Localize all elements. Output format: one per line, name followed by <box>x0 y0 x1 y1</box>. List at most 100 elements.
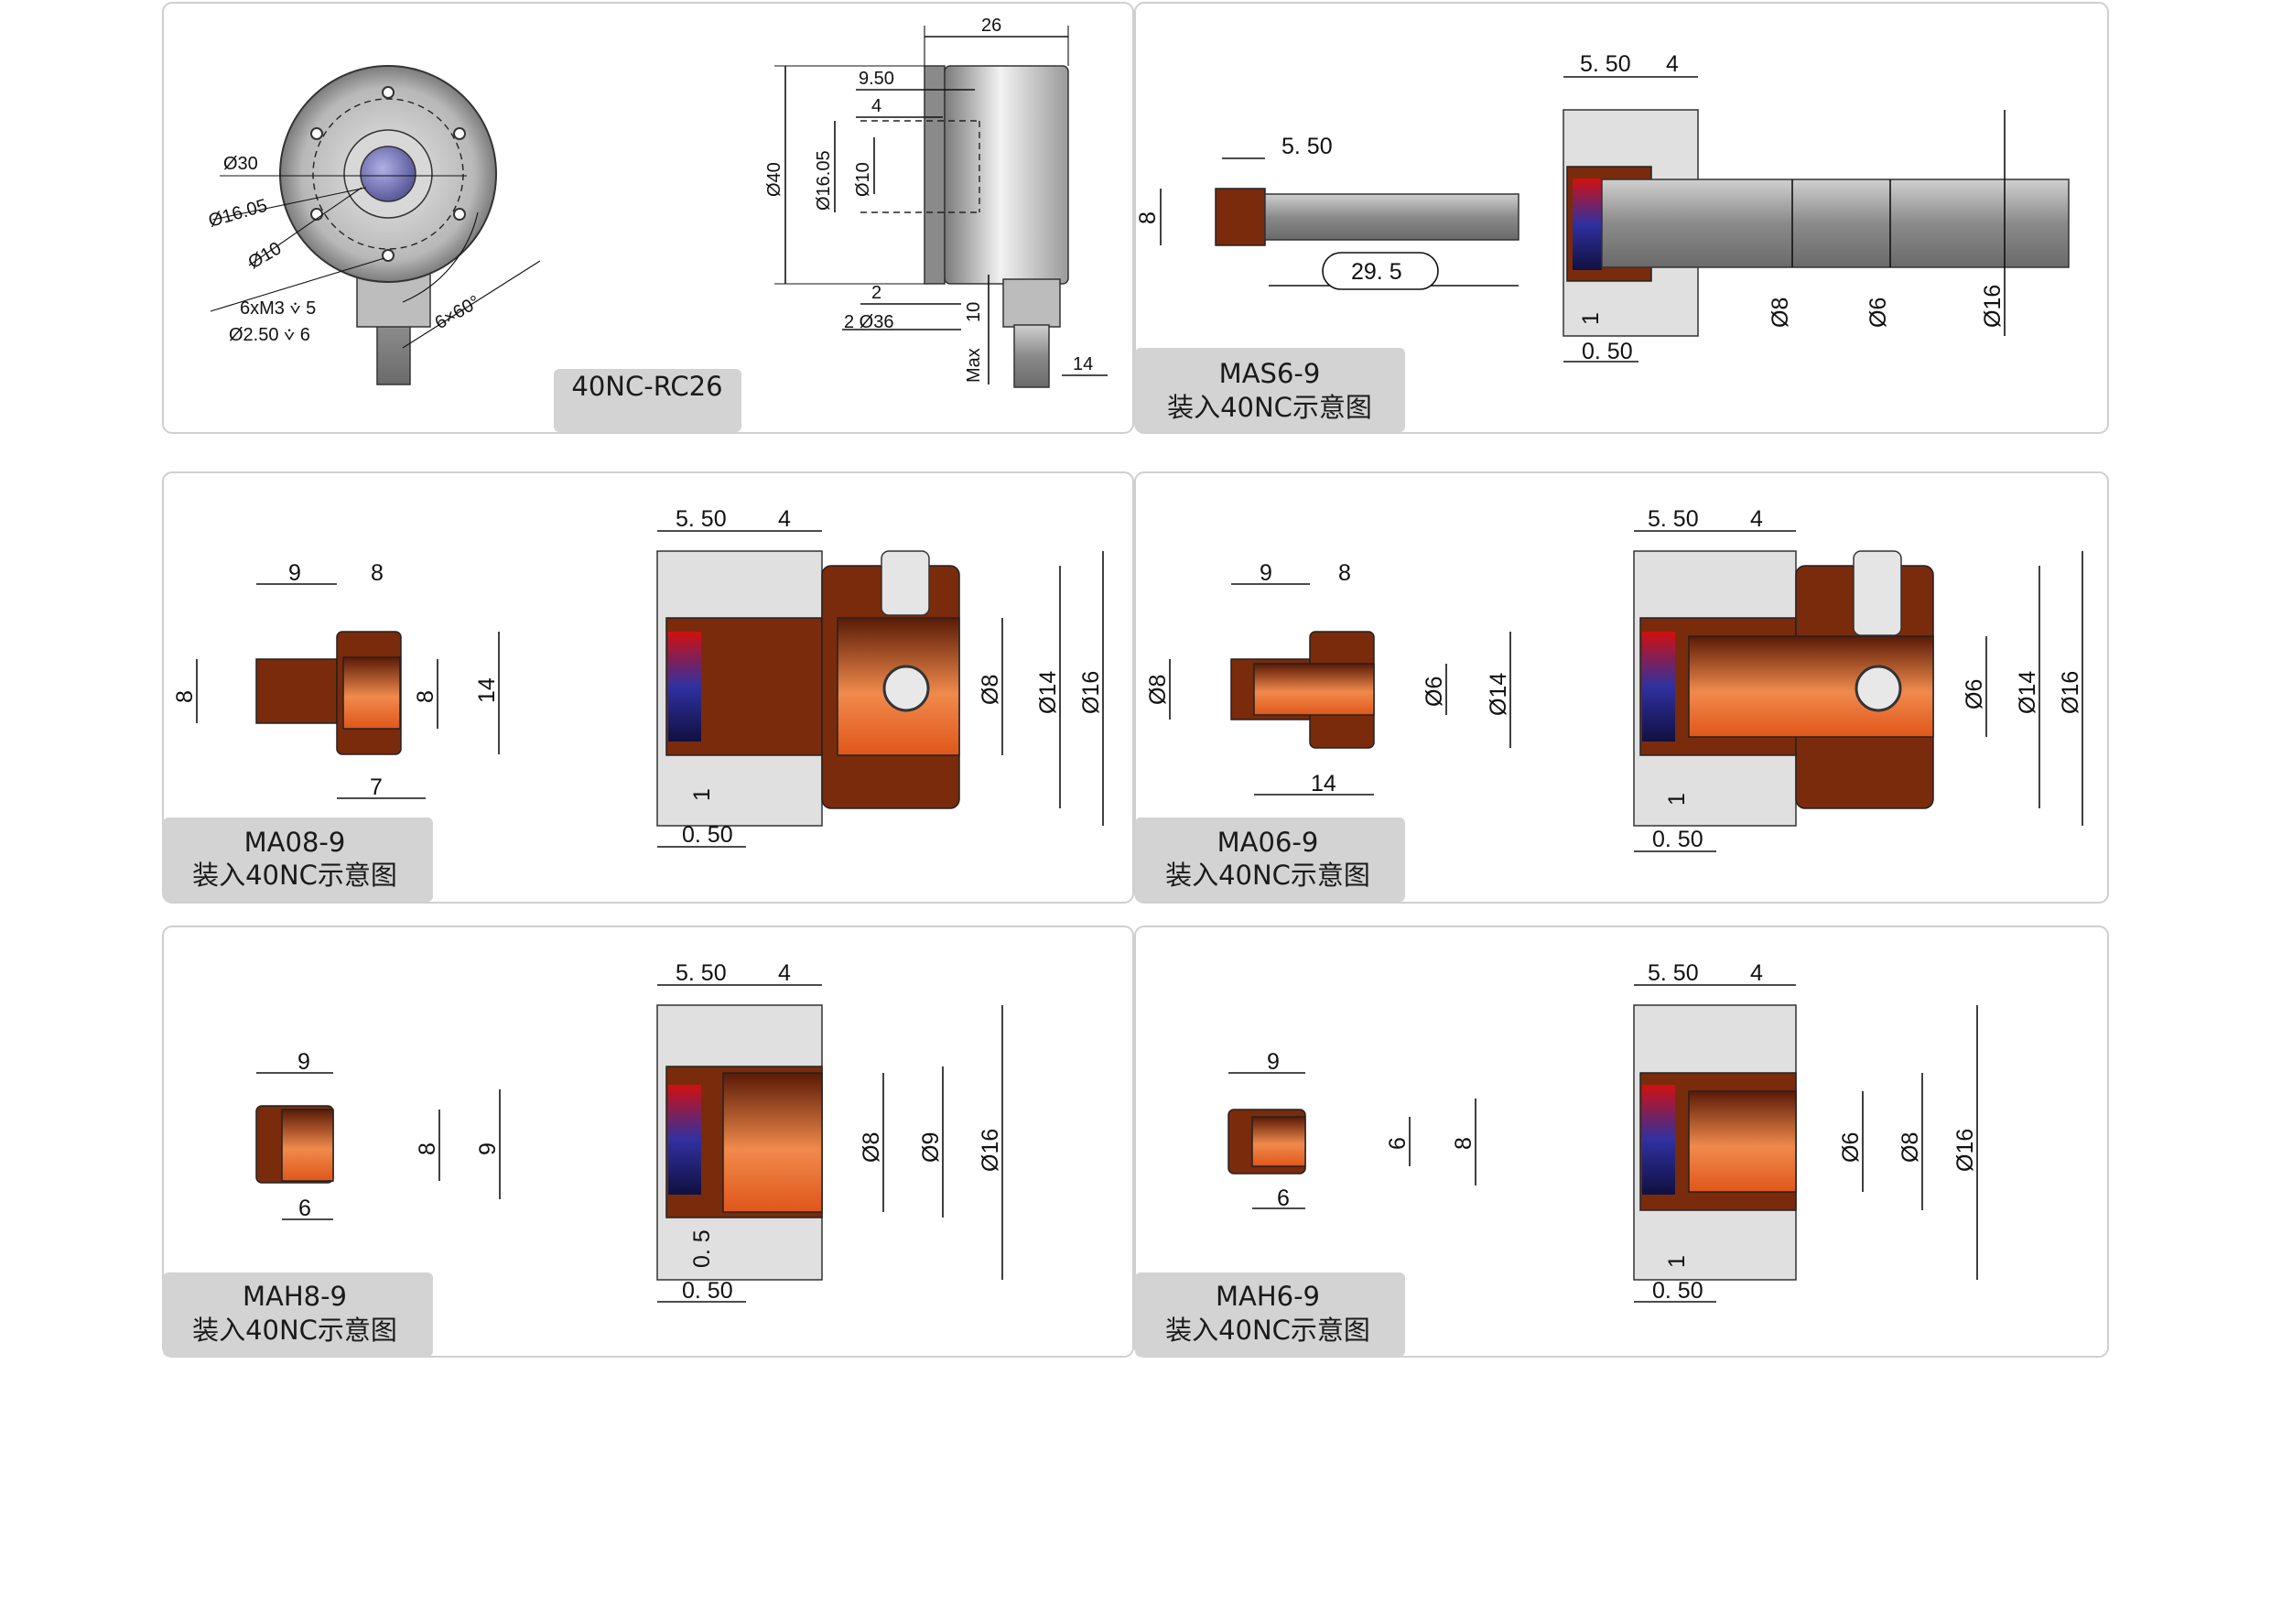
model-title: MA08-9 <box>244 827 346 858</box>
model-subtitle: 装入40NC示意图 <box>1165 860 1370 891</box>
panel-40nc-rc26: Ø30 Ø16.05 Ø10 6xM3 ⩒ 5 Ø2.50 ⩒ 6 6×60° … <box>162 2 1134 434</box>
dim-5-50: 5. 50 <box>1580 51 1631 77</box>
dim-d10-side: Ø10 <box>853 162 873 197</box>
dim-1: 1 <box>689 788 715 801</box>
dim-d8: Ø8 <box>978 675 1003 705</box>
dim-14: 14 <box>1311 771 1336 796</box>
dim-8-top: 8 <box>371 560 384 586</box>
dim-7: 7 <box>370 774 383 800</box>
model-subtitle: 装入40NC示意图 <box>1167 392 1372 423</box>
dim-d30: Ø30 <box>223 154 258 174</box>
dim-d16: Ø16 <box>1980 285 2006 328</box>
dim-d14: Ø14 <box>1035 671 1061 714</box>
dim-d16: Ø16 <box>978 1129 1003 1172</box>
mah6-small-view: 9 6 6 8 <box>1227 1049 1476 1211</box>
dim-8: 8 <box>415 1142 440 1155</box>
dim-10: 10 <box>964 302 984 322</box>
dim-26: 26 <box>981 16 1001 36</box>
dim-d16: Ø16 <box>1078 671 1104 714</box>
dim-max: Max <box>964 348 984 383</box>
dim-8-vert: 8 <box>1451 1137 1476 1150</box>
dim-6: 6 <box>298 1196 311 1221</box>
dim-d8-left: Ø8 <box>1145 675 1171 705</box>
dim-6: 6 <box>1277 1186 1290 1211</box>
dim-4: 4 <box>1666 51 1679 77</box>
encoder-front-view: Ø30 Ø16.05 Ø10 6xM3 ⩒ 5 Ø2.50 ⩒ 6 6×60° <box>206 65 541 385</box>
dim-14: 14 <box>474 677 500 703</box>
dim-4: 4 <box>778 960 791 986</box>
dim-d6: Ø6 <box>1838 1132 1864 1163</box>
dim-d40: Ø40 <box>764 162 784 197</box>
model-tag <box>1135 348 1405 432</box>
ma08-small-view: 9 8 8 8 14 7 <box>172 560 500 800</box>
panel-mas6-9: 5. 50 8 29. 5 5. 50 4 1 0. 50 Ø8 Ø6 Ø16 <box>1134 2 2109 434</box>
dim-5-50: 5. 50 <box>1648 506 1699 532</box>
dim-6-vert: 6 <box>1385 1137 1411 1150</box>
dim-4: 4 <box>778 506 791 532</box>
dim-5-50: 5. 50 <box>676 506 727 532</box>
encoder-side-view: 26 9.50 4 Ø40 Ø16.05 Ø10 2 2 Ø36 10 Max … <box>764 16 1108 388</box>
dim-d8: Ø8 <box>1768 298 1793 328</box>
ma08-assembly-view: 5. 50 4 Ø8 Ø14 Ø16 1 0. 50 <box>656 506 1104 848</box>
dim-d6: Ø6 <box>1422 677 1447 707</box>
dim-0-50: 0. 50 <box>1652 1278 1703 1304</box>
dim-9-vert: 9 <box>475 1142 501 1155</box>
model-subtitle: 装入40NC示意图 <box>192 1315 397 1346</box>
panel-ma08-9: 9 8 8 8 14 7 5. 50 4 Ø8 Ø14 <box>162 471 1134 904</box>
model-tag <box>1135 1272 1405 1357</box>
model-title: 40NC-RC26 <box>571 371 722 402</box>
panel-frame <box>162 926 1134 1358</box>
model-tag <box>163 1272 433 1357</box>
dim-1: 1 <box>1664 1255 1690 1268</box>
dim-5-50-small: 5. 50 <box>1281 134 1333 159</box>
mas6-assembly-view: 5. 50 4 1 0. 50 Ø8 Ø6 Ø16 <box>1563 51 2070 364</box>
dim-6xm3: 6xM3 ⩒ 5 <box>240 298 316 319</box>
dim-5-50: 5. 50 <box>676 960 727 986</box>
model-tag <box>1135 817 1405 902</box>
panel-mah6-9: 9 6 6 8 5. 50 4 Ø6 Ø8 Ø16 1 0. 50 <box>1134 926 2109 1358</box>
dim-9-50: 9.50 <box>859 69 894 89</box>
dim-2: 2 <box>871 283 881 303</box>
dim-8: 8 <box>1338 560 1351 586</box>
model-subtitle: 装入40NC示意图 <box>192 860 397 891</box>
dim-0-50: 0. 50 <box>1582 339 1633 364</box>
dim-5-50: 5. 50 <box>1648 960 1699 986</box>
model-subtitle: 装入40NC示意图 <box>1165 1315 1370 1346</box>
dim-9: 9 <box>1267 1049 1280 1075</box>
model-title: MAH8-9 <box>243 1281 347 1312</box>
dim-d14: Ø14 <box>1486 673 1511 716</box>
model-title: MA06-9 <box>1217 827 1319 858</box>
dim-9: 9 <box>1260 560 1272 586</box>
dim-d6: Ø6 <box>1865 298 1891 328</box>
panel-mah8-9: 9 6 8 9 5. 50 4 Ø8 Ø9 Ø16 0. 5 0. 50 <box>162 926 1134 1358</box>
dim-1: 1 <box>1664 793 1690 806</box>
mah6-assembly-view: 5. 50 4 Ø6 Ø8 Ø16 1 0. 50 <box>1633 960 1978 1304</box>
dim-0-50: 0. 50 <box>682 1278 733 1304</box>
dim-9: 9 <box>288 560 301 586</box>
dim-2-d36: 2 Ø36 <box>844 312 893 332</box>
dim-d8: Ø8 <box>859 1132 884 1163</box>
dim-4: 4 <box>1750 506 1763 532</box>
ma06-small-view: 9 8 Ø8 Ø6 Ø14 14 <box>1145 560 1511 796</box>
dim-9: 9 <box>297 1049 310 1075</box>
dim-8-small: 8 <box>1135 211 1161 224</box>
dim-0-50: 0. 50 <box>682 822 733 848</box>
model-title: MAH6-9 <box>1216 1281 1320 1312</box>
dim-8-left: 8 <box>172 690 198 703</box>
dim-8-right: 8 <box>413 690 438 703</box>
mas6-small-view: 5. 50 8 29. 5 <box>1135 134 1519 290</box>
model-tag <box>163 817 433 902</box>
mah8-small-view: 9 6 8 9 <box>255 1049 501 1221</box>
dim-d8: Ø8 <box>1898 1132 1923 1163</box>
dim-4: 4 <box>1750 960 1763 986</box>
dim-d14-right: Ø14 <box>2015 671 2040 714</box>
dim-14: 14 <box>1073 354 1093 374</box>
dim-29-5: 29. 5 <box>1351 259 1402 285</box>
dim-d16: Ø16 <box>2058 671 2083 714</box>
dim-d16: Ø16 <box>1952 1129 1978 1172</box>
dim-0-50: 0. 50 <box>1652 827 1703 852</box>
dim-0-5: 0. 5 <box>689 1229 715 1268</box>
dim-d6-right: Ø6 <box>1962 679 1987 709</box>
panel-frame <box>1134 926 2109 1358</box>
dim-d9: Ø9 <box>918 1132 944 1163</box>
